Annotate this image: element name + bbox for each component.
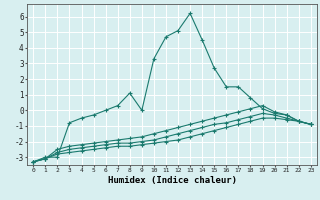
X-axis label: Humidex (Indice chaleur): Humidex (Indice chaleur) (108, 176, 236, 185)
